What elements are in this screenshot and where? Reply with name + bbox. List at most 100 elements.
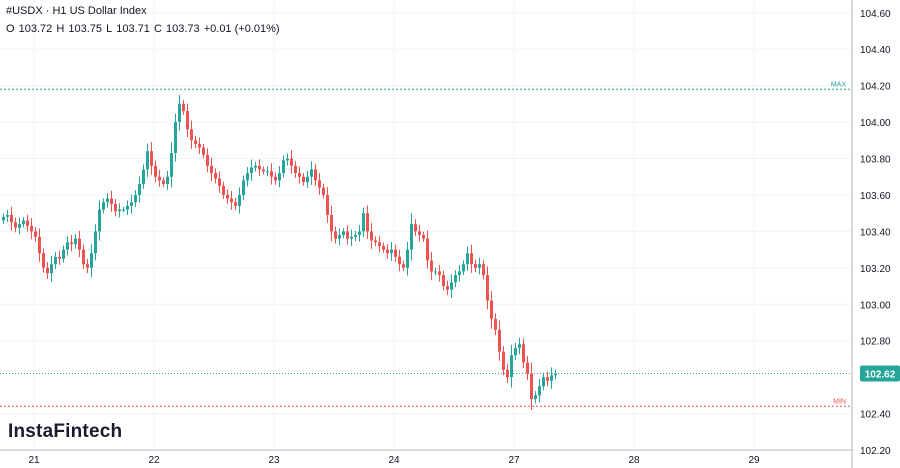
candle-body [434,271,437,273]
candle-body [534,395,537,399]
candle-body [542,377,545,387]
candle-body [554,373,557,376]
y-tick-label: 102.80 [860,337,891,348]
candle-body [206,154,209,166]
candle-body [354,235,357,237]
candle-body [490,300,493,319]
low-value: 103.71 [116,23,150,35]
y-tick-label: 103.60 [860,191,891,202]
candle-body [182,103,185,112]
candle-body [110,198,113,205]
candle-body [522,344,525,363]
candle-body [114,204,117,212]
candle-body [166,176,169,185]
candle-body [218,178,221,186]
candle-body [422,235,425,239]
candle-body [242,180,245,195]
candle-body [158,176,161,181]
candle-body [178,103,181,123]
close-value: 103.73 [166,23,200,35]
candle-body [14,222,17,228]
candle-body [34,231,37,237]
candle-body [46,267,49,274]
candle-body [94,231,97,254]
candle-body [2,216,5,221]
min-label: MIN [833,398,846,405]
candle-body [278,173,281,181]
last-price-tag [860,365,900,382]
candle-body [90,253,93,268]
candle-body [402,264,405,268]
candle-body [42,253,45,268]
candle-body [314,169,317,181]
x-tick-label: 28 [628,455,640,466]
ohlc-readout: O 103.72 H 103.75 L 103.71 C 103.73 +0.0… [6,23,281,35]
candle-body [58,256,61,259]
candle-body [274,176,277,181]
y-tick-label: 104.00 [860,118,891,129]
y-tick-label: 104.20 [860,82,891,93]
candle-body [6,214,9,217]
candle-body [162,180,165,185]
candle-body [202,147,205,155]
candle-body [62,249,65,259]
candle-body [462,264,465,272]
candle-body [258,165,261,170]
candle-body [306,176,309,183]
candle-body [238,194,241,206]
candle-body [430,260,433,272]
candle-body [222,185,225,195]
x-tick-label: 21 [28,455,40,466]
candle-body [346,231,349,239]
candle-body [246,173,249,181]
candle-body [102,202,105,210]
candle-body [318,180,321,188]
candle-body [282,160,285,174]
candle-body [86,264,89,268]
candle-body [174,122,177,154]
y-tick-label: 103.20 [860,264,891,275]
candle-body [106,198,109,203]
candle-body [266,171,269,173]
candle-body [198,143,201,148]
candle-body [478,264,481,268]
y-tick-label: 104.40 [860,45,891,56]
candle-body [506,369,509,378]
x-tick-label: 29 [748,455,760,466]
close-label: C [153,23,162,35]
candle-body [518,344,521,348]
candle-body [150,151,153,166]
candle-body [446,286,449,290]
candle-body [410,224,413,250]
candle-body [22,220,25,225]
y-tick-label: 103.80 [860,155,891,166]
candle-body [70,242,73,245]
candle-body [26,220,29,226]
candle-body [362,213,365,232]
candle-body [230,198,233,203]
candle-body [50,264,53,274]
candle-body [154,165,157,177]
candle-body [322,187,325,195]
candle-body [30,225,33,232]
candle-body [466,253,469,265]
high-value: 103.75 [68,23,103,35]
candle-body [406,249,409,268]
candle-body [378,242,381,246]
candle-body [82,249,85,265]
low-label: L [106,23,113,35]
last-price-label: 102.62 [865,369,896,380]
candle-body [338,235,341,239]
y-tick-label: 102.20 [860,446,891,457]
candle-body [350,236,353,239]
candle-body [442,275,445,287]
candle-body [214,173,217,179]
candle-body [530,373,533,399]
candle-body [226,194,229,199]
candle-body [302,176,305,183]
candle-body [146,151,149,170]
chart-title: #USDX · H1 US Dollar Index [6,5,147,17]
x-tick-label: 22 [148,455,160,466]
